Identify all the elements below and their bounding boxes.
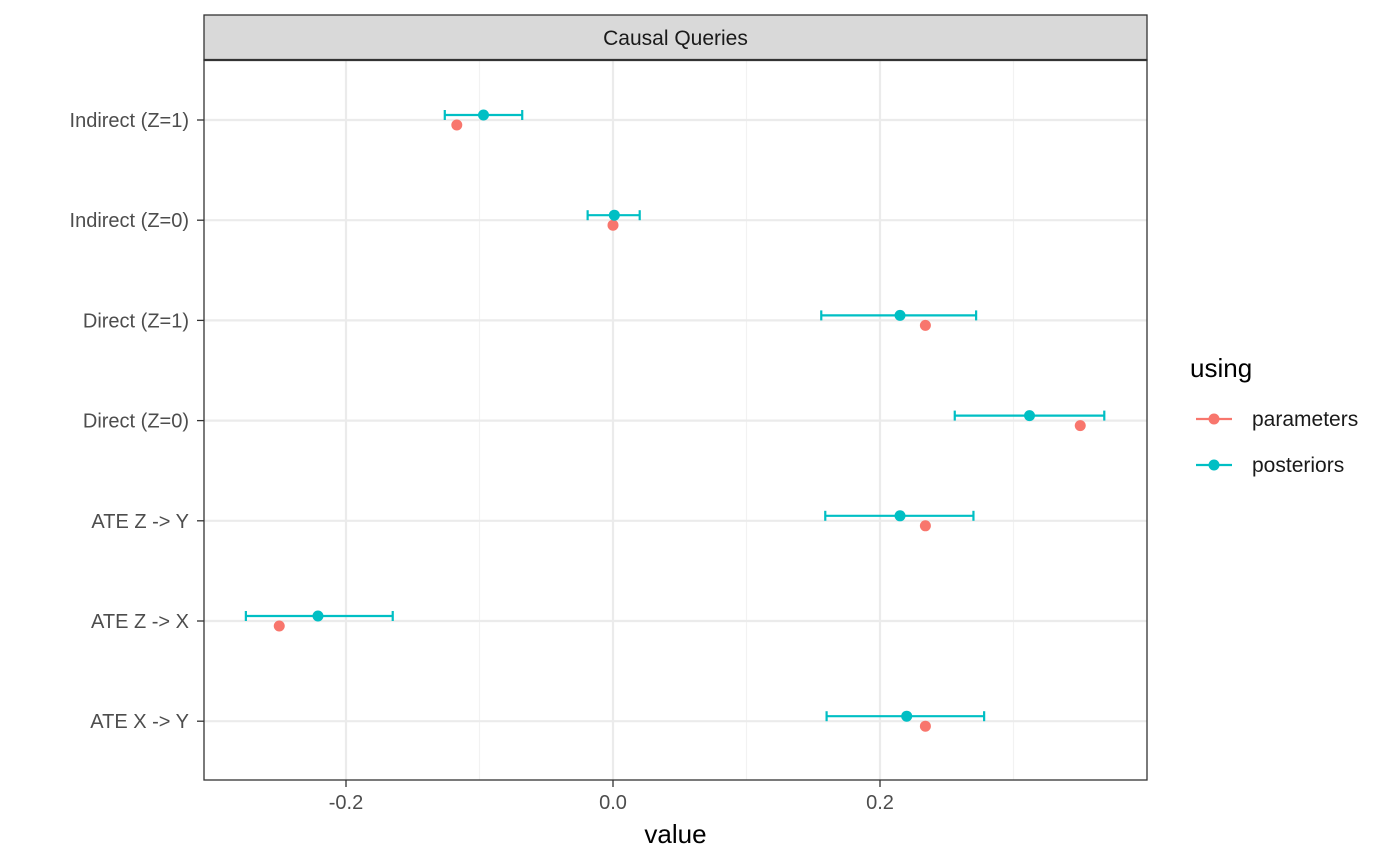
legend-label: parameters [1252,408,1358,431]
posteriors-point [478,109,490,121]
y-tick-label: ATE X -> Y [90,711,189,733]
posteriors-point [901,710,913,722]
parameters-point [919,319,931,331]
grid-lines [204,60,1147,780]
y-tick-label: Direct (Z=1) [83,310,189,332]
y-tick-label: Indirect (Z=0) [70,210,189,232]
posteriors-point [894,510,906,522]
parameters-point [273,620,285,632]
posteriors-point [1024,410,1036,422]
legend-title: using [1190,353,1252,383]
parameters-point [919,720,931,732]
parameters-point [607,219,619,231]
x-axis-title: value [644,819,706,849]
legend: using parameters posteriors [1190,353,1358,477]
x-tick-label: 0.2 [866,792,894,814]
x-axis: -0.2 0.0 0.2 [329,780,894,814]
x-tick-label: -0.2 [329,792,363,814]
facet-strip-title: Causal Queries [603,27,748,50]
legend-key-point [1208,459,1220,471]
parameters-point [1074,420,1086,432]
posteriors-point [312,610,324,622]
parameters-point [451,119,463,131]
y-tick-label: Direct (Z=0) [83,411,189,433]
x-tick-label: 0.0 [599,792,627,814]
parameters-point [919,520,931,532]
posteriors-point [894,309,906,321]
y-axis: Indirect (Z=1) Indirect (Z=0) Direct (Z=1)… [70,110,204,733]
legend-label: posteriors [1252,454,1344,477]
legend-key-point [1208,413,1220,425]
data-marks [244,109,1106,732]
y-tick-label: ATE Z -> Y [91,511,189,533]
y-tick-label: ATE Z -> X [91,611,189,633]
facet-strip [203,14,1148,61]
y-tick-label: Indirect (Z=1) [70,110,189,132]
posteriors-point [608,209,620,221]
